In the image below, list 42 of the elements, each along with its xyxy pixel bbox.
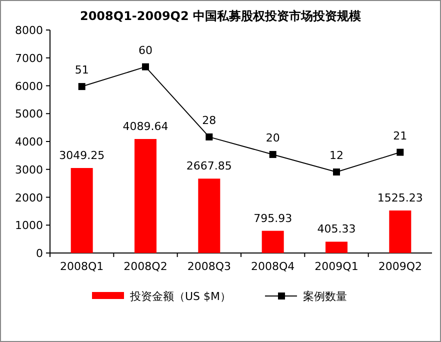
y-tick-label: 5000 (15, 108, 43, 121)
x-tick-label: 2008Q1 (60, 260, 104, 273)
x-tick-label: 2008Q4 (251, 260, 295, 273)
data-label: 12 (330, 149, 344, 162)
data-label: 4089.64 (122, 120, 168, 133)
bar (389, 210, 412, 253)
point (333, 168, 340, 176)
point (269, 150, 276, 158)
x-tick-label: 2008Q3 (187, 260, 231, 273)
point (396, 148, 404, 156)
y-tick-label: 0 (36, 247, 43, 260)
y-tick-label: 1000 (15, 219, 43, 232)
data-label: 1525.23 (377, 191, 423, 204)
chart-title: 2008Q1-2009Q2 中国私募股权投资市场投资规模 (80, 9, 362, 23)
data-label: 405.33 (317, 222, 356, 236)
data-label: 2667.85 (186, 160, 232, 173)
legend-label: 投资金额（US $M） (129, 290, 232, 303)
data-label: 21 (393, 129, 408, 142)
y-tick-label: 2000 (15, 191, 43, 204)
x-tick-label: 2008Q2 (124, 260, 168, 273)
y-tick-label: 6000 (15, 80, 43, 93)
bar (326, 242, 348, 253)
y-tick-label: 4000 (15, 136, 43, 148)
data-label: 795.93 (254, 212, 292, 225)
y-tick-label: 8000 (15, 24, 43, 37)
bar (262, 230, 284, 253)
x-tick-label: 2009Q2 (378, 260, 422, 273)
point (206, 133, 213, 140)
point (78, 83, 86, 90)
data-label: 20 (266, 131, 280, 144)
data-label: 3049.25 (59, 149, 105, 162)
x-tick-label: 2009Q1 (314, 260, 358, 273)
bar (70, 168, 93, 253)
data-label: 28 (202, 114, 216, 127)
y-tick-label: 3000 (15, 163, 43, 176)
data-label: 60 (138, 44, 152, 57)
legend-label: 案例数量 (303, 290, 347, 303)
point (142, 63, 149, 70)
bar (134, 139, 156, 253)
data-label: 51 (74, 64, 89, 77)
bar (198, 178, 220, 253)
y-tick-label: 7000 (15, 52, 43, 65)
